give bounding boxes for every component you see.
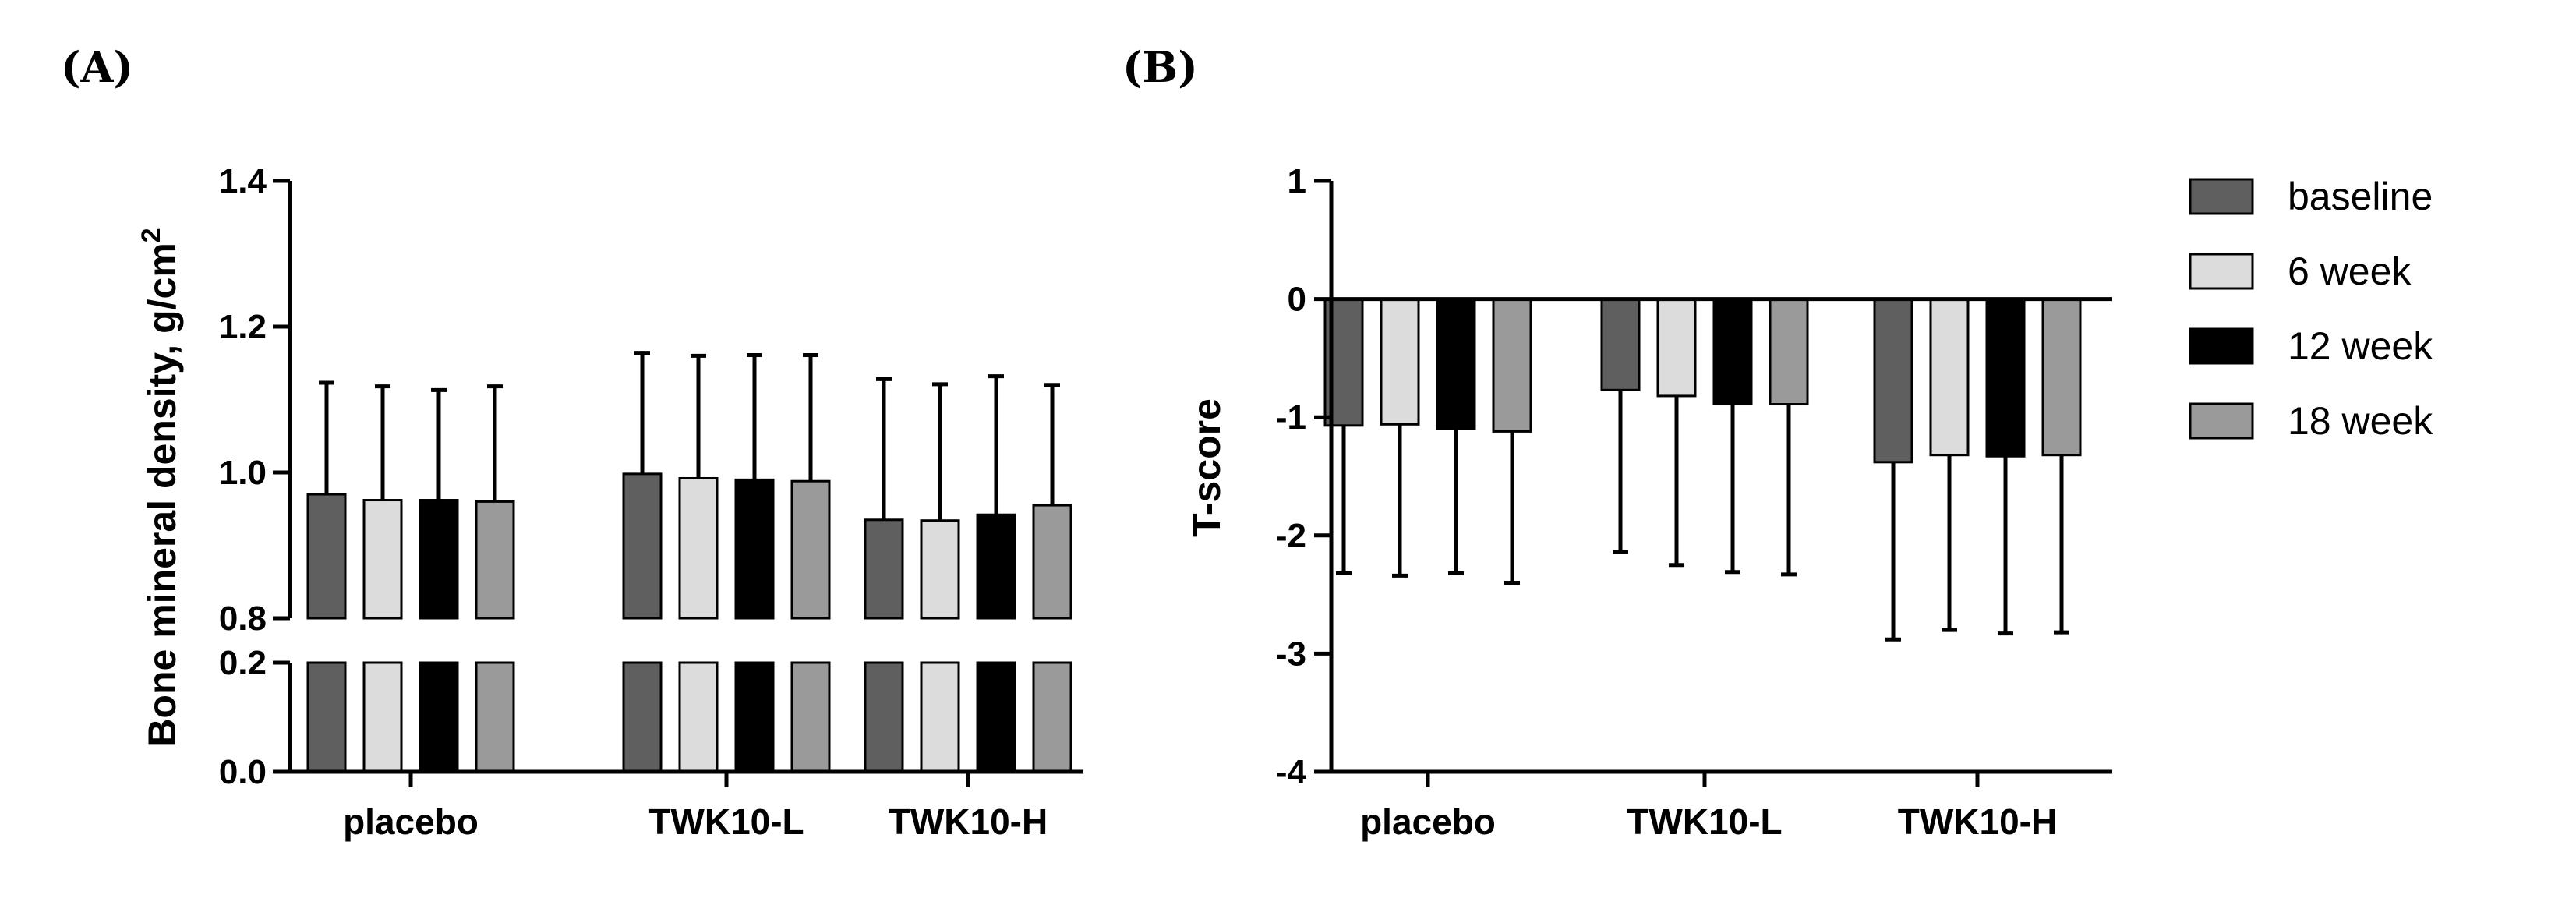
panel-a-chart: placebo TWK10-L TWK10-H 0.8 1.0 1.2 1.4 0.0 0.2 [219,162,1083,842]
panel-b-y-tick-label-4: -4 [1276,753,1307,791]
panel-b-twk10-h-18-week-bar [2041,298,2082,457]
panel-b-twk10-l-12-week-bar [1712,298,1753,406]
panel-a-twk10-h-12-week-bar-lower [976,661,1016,773]
panel-a-y-axis-title: Bone mineral density, g/cm2 [136,228,184,746]
panel-b-chart: placebo TWK10-L TWK10-H 1 0 -1 -2 -3 -4 [1276,162,2112,842]
panel-b-placebo-12-week-bar [1436,298,1476,430]
legend-swatch-12-week [2189,327,2254,365]
legend-label-12-week: 12 week [2288,324,2433,368]
panel-a-placebo-baseline-bar-lower [306,661,347,773]
legend-label-18-week: 18 week [2288,399,2433,443]
panel-b-y-tick-label-0: 0 [1288,281,1306,319]
panel-a-placebo-6-week-bar-upper [362,499,403,620]
legend-swatch-6-week [2189,253,2254,290]
panel-b-y-tick-label-1: -1 [1276,398,1306,437]
panel-b-category-twk10-l: TWK10-L [1627,801,1782,842]
panel-a-twk10-l-baseline-bar-upper [622,472,663,620]
panel-a-y-tick-label-lower-0-2: 0.2 [219,644,267,682]
panel-a-twk10-l-6-week-bar-upper [678,476,719,620]
panel-a-category-placebo: placebo [343,801,479,842]
panel-a-y-tick-label-1-0: 1.0 [219,454,267,492]
panel-a-placebo-6-week-bar-lower [362,661,403,773]
panel-a-twk10-h-6-week-bar-upper [920,519,960,620]
panel-a-twk10-h-6-week-bar-lower [920,661,960,773]
legend-label-baseline: baseline [2288,175,2433,218]
panel-b-label: (B) [1122,42,1198,92]
legend-label-6-week: 6 week [2288,249,2412,293]
panel-a-placebo-18-week-bar-upper [475,500,515,620]
panel-b-y-tick-label-3: -3 [1276,635,1306,673]
panel-a-y-axis-title-superscript: 2 [136,228,166,242]
legend-swatch-baseline [2189,178,2254,215]
panel-a-twk10-l-18-week-bar-lower [790,661,831,773]
panel-a-twk10-l-baseline-bar-lower [622,661,663,773]
panel-a-category-twk10-h: TWK10-H [889,801,1048,842]
panel-b-category-twk10-h: TWK10-H [1898,801,2057,842]
panel-a-placebo-12-week-bar-lower [419,661,459,773]
panel-a-twk10-h-baseline-bar-lower [864,661,904,773]
panel-b-y-tick-label-2: -2 [1276,517,1306,555]
panel-b-placebo-6-week-bar [1380,298,1420,426]
panel-b-twk10-h-12-week-bar [1985,298,2026,458]
panel-a-y-tick-label-1-4: 1.4 [219,162,267,200]
panel-a-placebo-12-week-bar-upper [419,499,459,620]
legend-swatch-18-week [2189,402,2254,440]
panel-b-twk10-l-baseline-bar [1600,298,1641,391]
panel-b-placebo-18-week-bar [1492,298,1532,433]
panel-a-y-tick-label-lower-0-0: 0.0 [219,753,267,791]
panel-a-twk10-l-12-week-bar-lower [734,661,775,773]
panel-a-placebo-baseline-bar-upper [306,493,347,620]
panel-b-y-tick-label-1: 1 [1288,162,1306,200]
panel-a-twk10-l-18-week-bar-upper [790,479,831,620]
panel-a-y-axis-title-text: Bone mineral density, g/cm [140,242,184,746]
panel-a-twk10-h-baseline-bar-upper [864,518,904,620]
panel-a-twk10-l-12-week-bar-upper [734,478,775,620]
panel-a-label: (A) [61,42,133,92]
panel-b-twk10-h-baseline-bar [1873,298,1913,464]
panel-b-twk10-l-18-week-bar [1769,298,1809,406]
panel-a-y-tick-label-1-2: 1.2 [219,308,267,346]
panel-b-twk10-h-6-week-bar [1929,298,1970,457]
panel-a-y-tick-label-0-8: 0.8 [219,600,267,638]
panel-a-twk10-h-18-week-bar-upper [1032,504,1072,620]
panel-a-category-twk10-l: TWK10-L [648,801,804,842]
panel-b-twk10-l-6-week-bar [1656,298,1697,398]
panel-a-placebo-18-week-bar-lower [475,661,515,773]
panel-b-category-placebo: placebo [1360,801,1496,842]
legend: baseline 6 week 12 week 18 week [2189,175,2433,443]
panel-a-twk10-h-18-week-bar-lower [1032,661,1072,773]
panel-b-y-axis-title: T-score [1185,398,1228,537]
panel-a-twk10-h-12-week-bar-upper [976,513,1016,620]
panel-a-twk10-l-6-week-bar-lower [678,661,719,773]
